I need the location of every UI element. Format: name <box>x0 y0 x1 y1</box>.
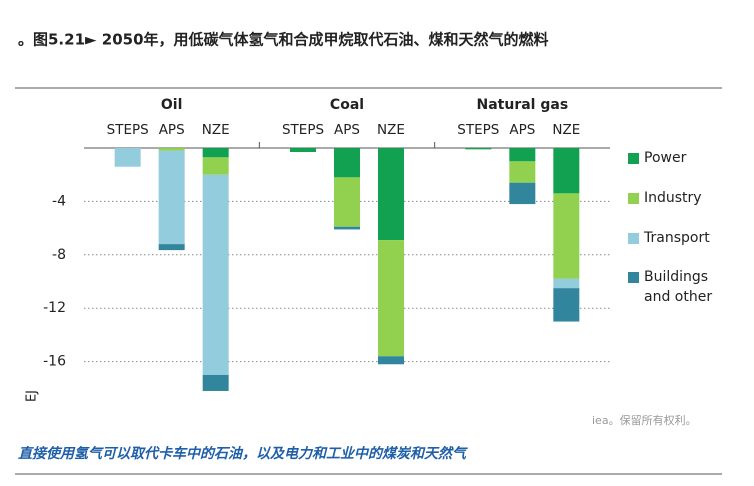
y-tick-label: -4 <box>52 193 66 209</box>
bar-segment <box>509 182 536 205</box>
bar-segment <box>334 148 360 178</box>
bar-segment <box>202 148 229 158</box>
bar-segment <box>334 226 360 230</box>
x-tick-label: NZE <box>377 122 405 138</box>
bar-segment <box>202 157 229 175</box>
bar-segment <box>465 148 492 150</box>
bar-segment <box>553 288 580 322</box>
group-label: Natural gas <box>477 97 569 113</box>
bar-segment <box>202 374 229 391</box>
legend-swatch <box>628 233 639 244</box>
bar-segment <box>158 244 185 251</box>
bar-segment <box>158 150 185 245</box>
y-tick-label: -12 <box>43 300 66 316</box>
bar-segment <box>202 174 229 375</box>
y-axis-label: EJ <box>25 390 40 402</box>
legend-label: Buildings and other <box>644 269 713 305</box>
y-tick-label: -16 <box>43 354 66 370</box>
group-label: Coal <box>330 97 364 113</box>
bar-segment <box>378 148 404 241</box>
bar-segment <box>334 177 360 227</box>
group-label: Oil <box>161 97 183 113</box>
x-tick-label: NZE <box>202 122 230 138</box>
x-tick-label: NZE <box>552 122 580 138</box>
y-tick-label: -8 <box>52 247 66 263</box>
x-tick-label: APS <box>334 122 360 138</box>
bar-segment <box>553 278 580 289</box>
bar-segment <box>378 240 404 357</box>
bar-segment <box>378 356 404 365</box>
bar-segment <box>114 148 141 167</box>
legend-swatch <box>628 272 639 283</box>
bar-segment <box>290 148 316 153</box>
figure-title: 。图5.21► 2050年，用低碳气体氢气和合成甲烷取代石油、煤和天然气的燃料 <box>18 31 549 49</box>
bar-segment <box>509 148 536 162</box>
bar-segment <box>158 148 185 151</box>
watermark: iea。保留所有权利。 <box>592 413 697 427</box>
legend-swatch <box>628 153 639 164</box>
bar-segment <box>553 148 580 194</box>
legend-label: Industry <box>644 190 702 206</box>
x-tick-label: APS <box>159 122 185 138</box>
x-tick-label: STEPS <box>282 122 324 138</box>
legend-label: Power <box>644 150 687 166</box>
x-tick-label: STEPS <box>107 122 149 138</box>
x-tick-label: APS <box>509 122 535 138</box>
legend-swatch <box>628 193 639 204</box>
bar-segment <box>553 193 580 279</box>
caption: 直接使用氢气可以取代卡车中的石油，以及电力和工业中的煤炭和天然气 <box>18 445 468 462</box>
x-tick-label: STEPS <box>457 122 499 138</box>
legend-label: Transport <box>644 230 710 246</box>
bar-segment <box>509 161 536 183</box>
